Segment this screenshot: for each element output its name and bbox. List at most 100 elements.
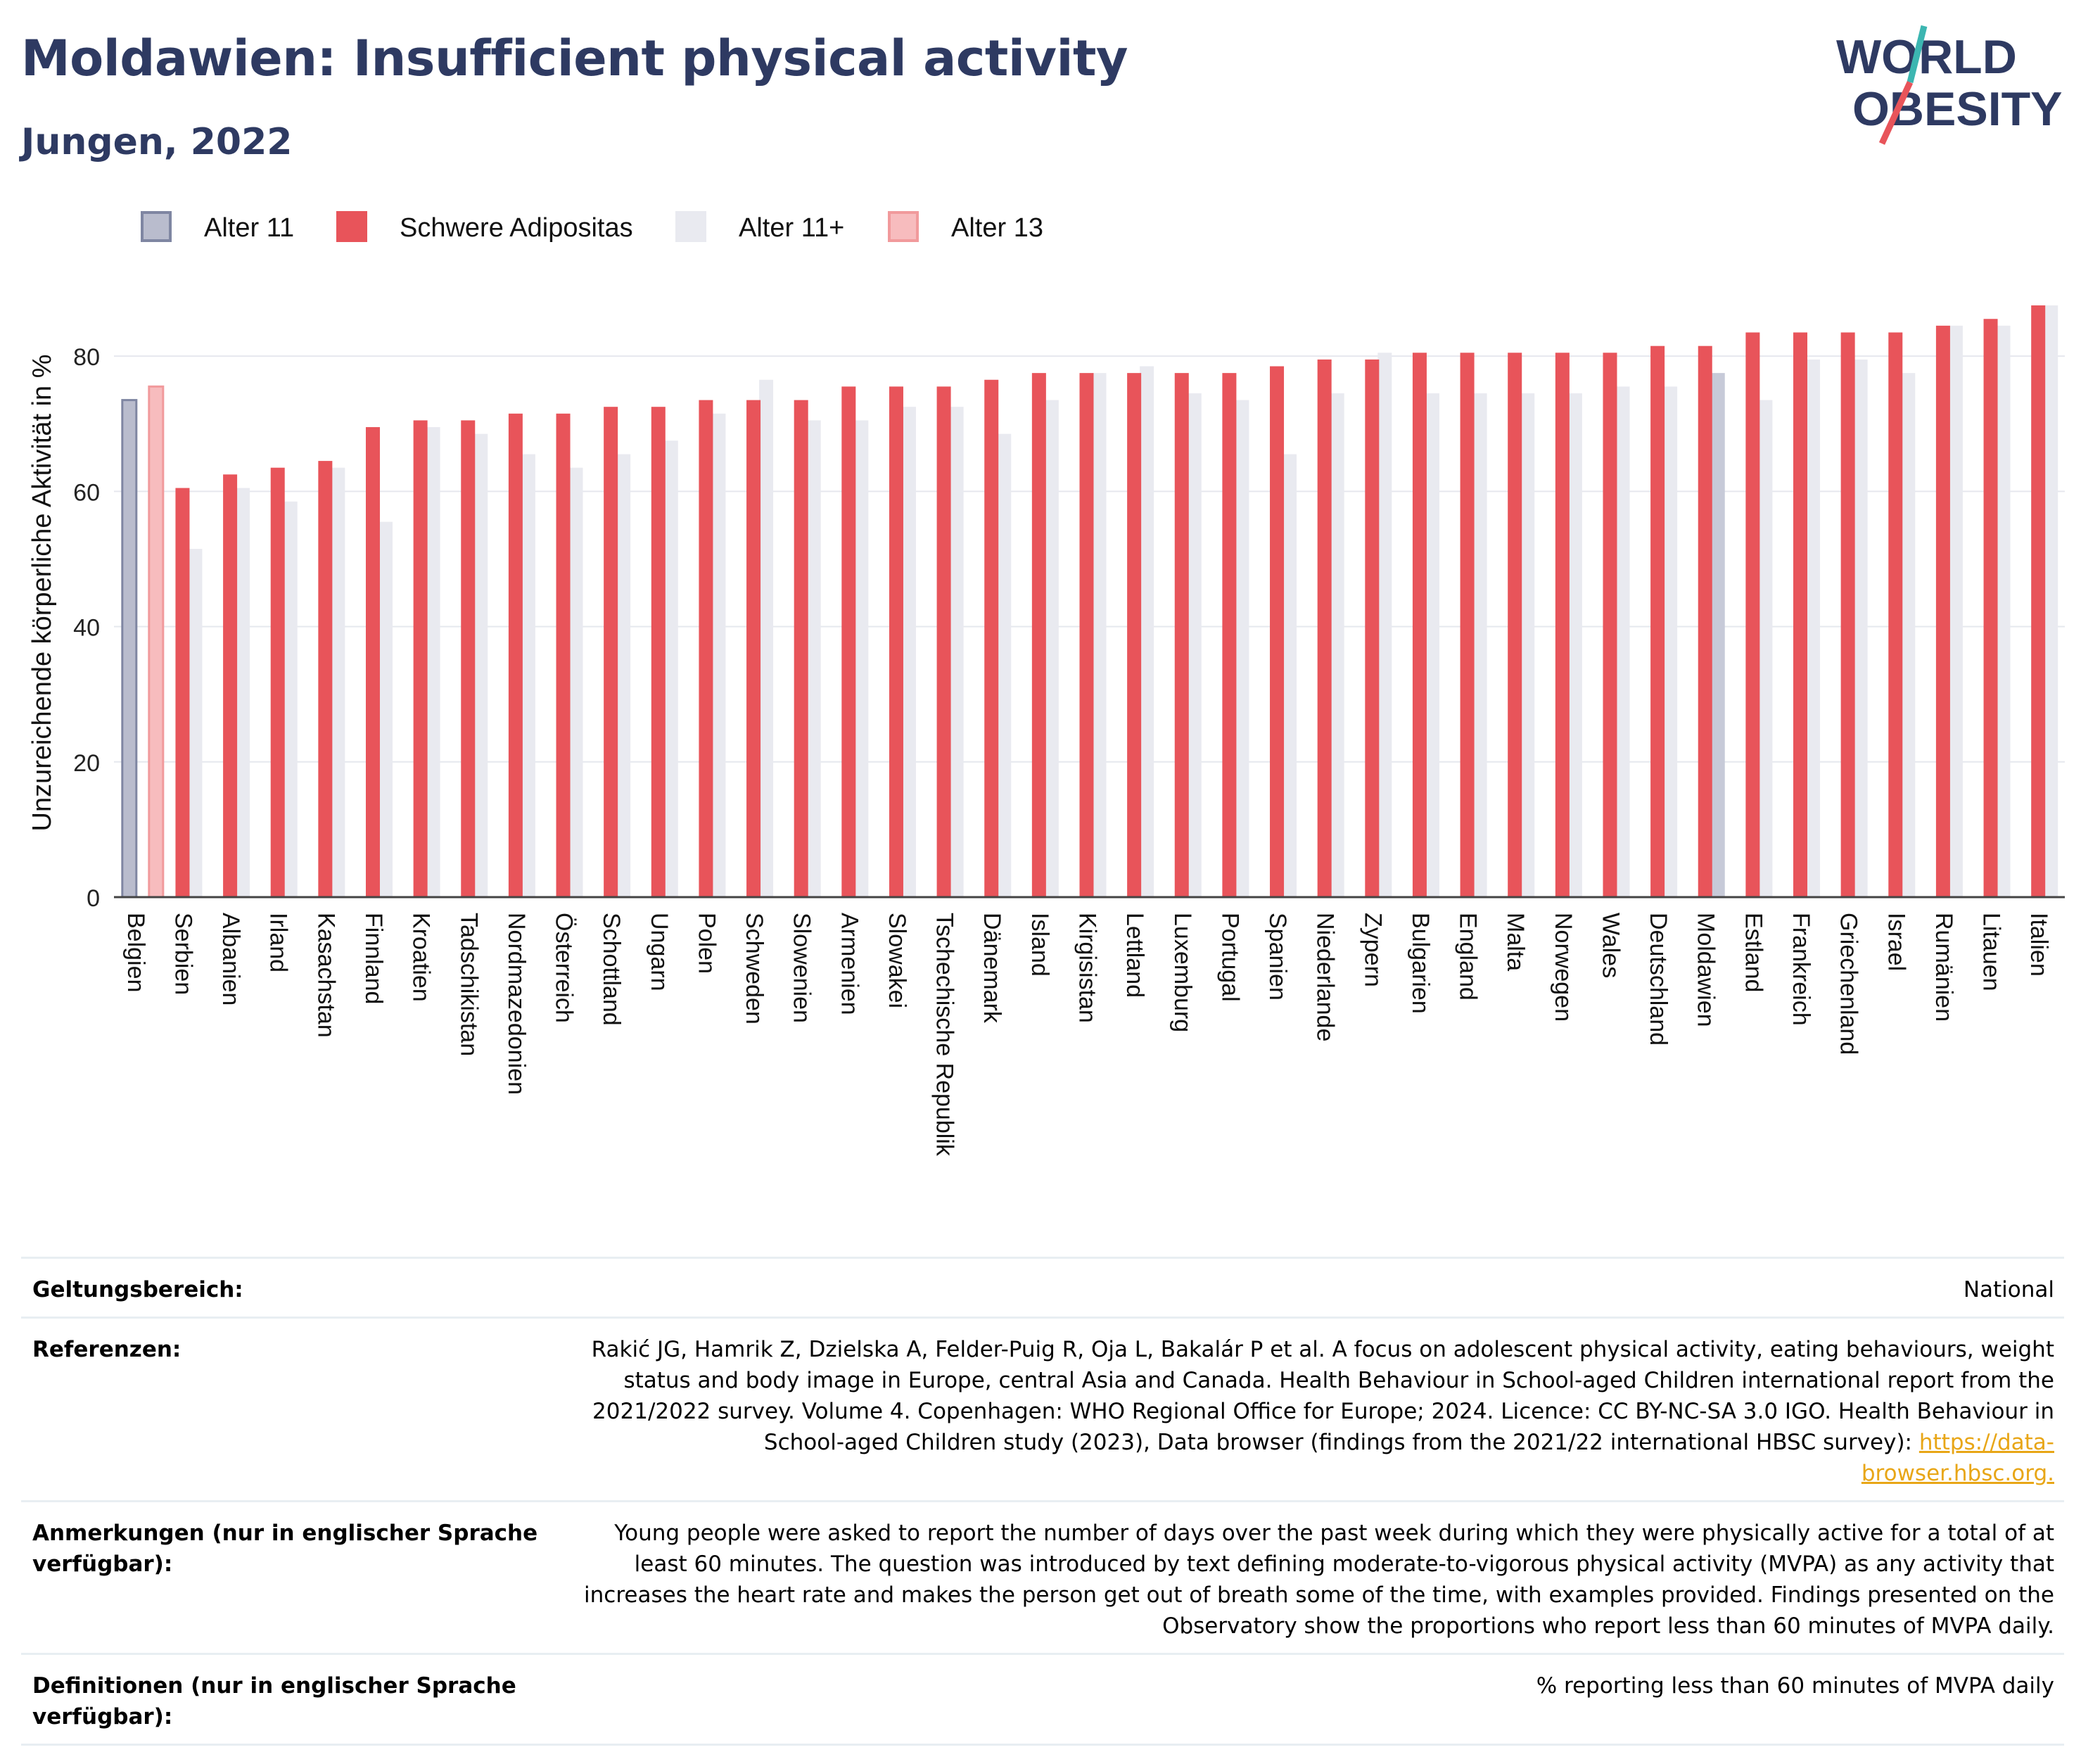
bar-schwere-adipositas-malta[interactable] [1508, 353, 1522, 897]
bar-schwere-adipositas-moldawien[interactable] [1698, 345, 1712, 897]
bar-alter-11plus-spanien[interactable] [1283, 454, 1297, 897]
bar-schwere-adipositas-polen[interactable] [699, 400, 713, 897]
bar-alter-11plus-malta[interactable] [1520, 393, 1535, 897]
bar-schwere-adipositas-estland[interactable] [1745, 332, 1760, 897]
x-tick-label: Belgien [122, 913, 149, 992]
bar-alter-11plus-rumanien[interactable] [1948, 325, 1963, 898]
x-tick-label: Armenien [836, 913, 863, 1015]
bar-schwere-adipositas-rumanien[interactable] [1935, 325, 1950, 898]
bar-alter-11plus-island[interactable] [1044, 400, 1059, 897]
bar-alter-11plus-tschechische-republik[interactable] [949, 407, 964, 897]
bar-alter-11plus-schottland[interactable] [616, 454, 631, 897]
bar-schwere-adipositas-bulgarien[interactable] [1412, 353, 1427, 897]
bar-alter-11plus-england[interactable] [1472, 393, 1487, 897]
bar-alter-11plus-albanien[interactable] [236, 488, 250, 897]
bar-schwere-adipositas-serbien[interactable] [175, 488, 190, 897]
x-tick-label: Serbien [170, 913, 196, 995]
bar-schwere-adipositas-kroatien[interactable] [413, 420, 428, 897]
bar-alter-11plus-schweden[interactable] [759, 379, 774, 897]
bar-schwere-adipositas-litauen[interactable] [1983, 319, 1998, 897]
bar-schwere-adipositas-israel[interactable] [1888, 332, 1903, 897]
bar-schwere-adipositas-schottland[interactable] [604, 407, 618, 897]
bar-schwere-adipositas-finnland[interactable] [365, 427, 380, 897]
bar-alter-11plus-danemark[interactable] [997, 433, 1012, 897]
bar-alter-11-belgien[interactable] [121, 399, 138, 899]
bar-alter-11plus-armenien[interactable] [854, 420, 869, 897]
legend-item-alter-13[interactable]: Alter 13 [888, 211, 1043, 243]
bar-alter-11plus-portugal[interactable] [1235, 400, 1249, 897]
bar-alter-13-belgien[interactable] [148, 385, 165, 899]
legend-item-schwere-adipositas[interactable]: Schwere Adipositas [336, 211, 633, 243]
bar-alter-11plus-zypern[interactable] [1377, 353, 1392, 897]
x-tick-label: Tschechische Republik [931, 913, 958, 1157]
legend-label: Alter 13 [951, 213, 1043, 243]
bar-schwere-adipositas-wales[interactable] [1603, 353, 1617, 897]
bar-alter-11plus-slowenien[interactable] [806, 420, 821, 897]
bar-schwere-adipositas-frankreich[interactable] [1793, 332, 1808, 897]
bar-alter-11plus-israel[interactable] [1901, 373, 1916, 897]
bar-schwere-adipositas-albanien[interactable] [223, 474, 238, 897]
bar-schwere-adipositas-slowakei[interactable] [889, 386, 903, 897]
bar-alter-11plus-niederlande[interactable] [1330, 393, 1344, 897]
bar-alter-11plus-nordmazedonien[interactable] [521, 454, 535, 897]
bar-schwere-adipositas-ungarn[interactable] [651, 407, 666, 897]
bar-alter-11plus-tadschikistan[interactable] [473, 433, 488, 897]
x-tick-label: Zypern [1359, 913, 1386, 987]
bar-schwere-adipositas-irland[interactable] [270, 467, 285, 897]
bar-alter-11plus-irland[interactable] [283, 501, 298, 897]
legend-item-alter-11-[interactable]: Alter 11+ [675, 211, 844, 243]
bar-schwere-adipositas-norwegen[interactable] [1555, 353, 1570, 897]
bar-alter-11plus-finnland[interactable] [378, 521, 393, 897]
bar-schwere-adipositas-danemark[interactable] [984, 379, 999, 897]
bar-alter-11plus-bulgarien[interactable] [1425, 393, 1439, 897]
bar-alter-11plus-kasachstan[interactable] [331, 467, 345, 897]
bar-schwere-adipositas-portugal[interactable] [1222, 373, 1237, 897]
bar-alter-11plus-osterreich[interactable] [568, 467, 583, 897]
bar-alter-11plus-serbien[interactable] [188, 549, 203, 897]
bar-alter-11plus-deutschland[interactable] [1663, 386, 1678, 897]
bar-schwere-adipositas-niederlande[interactable] [1317, 359, 1332, 897]
bar-alter-11plus-griechenland[interactable] [1853, 359, 1868, 897]
bar-alter-11plus-polen[interactable] [711, 413, 726, 897]
references-value: Rakić JG, Hamrik Z, Dzielska A, Felder-P… [563, 1316, 2064, 1502]
bar-alter-11plus-slowakei[interactable] [901, 407, 916, 897]
references-link[interactable]: https://data-browser.hbsc.org. [1861, 1430, 2054, 1486]
bar-alter-11plus-kirgisistan[interactable] [1092, 373, 1107, 897]
bar-schwere-adipositas-deutschland[interactable] [1650, 345, 1665, 897]
x-tick-label: Slowenien [789, 913, 815, 1023]
bar-schwere-adipositas-slowenien[interactable] [794, 400, 808, 897]
bar-schwere-adipositas-kirgisistan[interactable] [1079, 373, 1094, 897]
chart-legend[interactable]: Alter 11 Schwere Adipositas Alter 11+ Alter… [141, 211, 1043, 243]
bar-alter-11plus-wales[interactable] [1615, 386, 1630, 897]
bar-schwere-adipositas-armenien[interactable] [841, 386, 856, 897]
bar-alter-11plus-kroatien[interactable] [426, 427, 440, 897]
bar-schwere-adipositas-nordmazedonien[interactable] [508, 413, 523, 897]
bar-schwere-adipositas-osterreich[interactable] [556, 413, 571, 897]
bar-alter-11plus-litauen[interactable] [1996, 325, 2011, 898]
x-tick-label: Luxemburg [1169, 913, 1196, 1032]
x-tick-label: Österreich [551, 913, 578, 1023]
bar-alter-11plus-estland[interactable] [1758, 400, 1773, 897]
legend-item-alter-11[interactable]: Alter 11 [141, 211, 294, 243]
bar-schwere-adipositas-spanien[interactable] [1270, 366, 1285, 897]
bar-schwere-adipositas-luxemburg[interactable] [1174, 373, 1189, 897]
bar-schwere-adipositas-zypern[interactable] [1365, 359, 1380, 897]
bar-alter-11plus-moldawien[interactable] [1710, 373, 1725, 897]
bar-schwere-adipositas-italien[interactable] [2031, 305, 2046, 897]
bar-schwere-adipositas-griechenland[interactable] [1840, 332, 1855, 897]
bar-alter-11plus-ungarn[interactable] [663, 440, 678, 897]
bar-schwere-adipositas-island[interactable] [1031, 373, 1046, 897]
references-label: Referenzen: [21, 1316, 563, 1502]
bar-alter-11plus-frankreich[interactable] [1806, 359, 1821, 897]
x-tick-label: Ungarn [646, 913, 673, 991]
bar-schwere-adipositas-lettland[interactable] [1127, 373, 1142, 897]
bar-schwere-adipositas-tadschikistan[interactable] [461, 420, 476, 897]
bar-alter-11plus-norwegen[interactable] [1567, 393, 1582, 897]
bar-schwere-adipositas-schweden[interactable] [746, 400, 761, 897]
bar-alter-11plus-italien[interactable] [2044, 305, 2058, 897]
bar-schwere-adipositas-kasachstan[interactable] [318, 461, 333, 897]
bar-alter-11plus-lettland[interactable] [1140, 366, 1154, 897]
bar-schwere-adipositas-tschechische-republik[interactable] [936, 386, 951, 897]
bar-alter-11plus-luxemburg[interactable] [1187, 393, 1202, 897]
bar-schwere-adipositas-england[interactable] [1460, 353, 1475, 897]
